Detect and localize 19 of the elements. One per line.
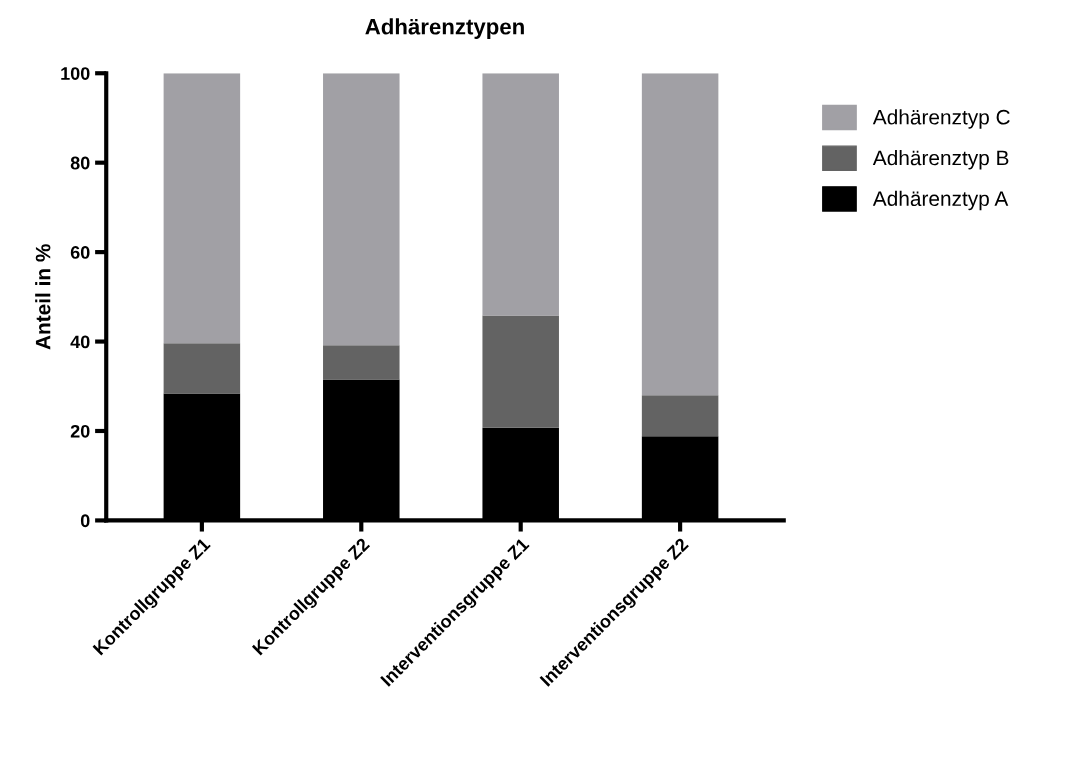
y-tick-label: 80: [70, 156, 90, 170]
bar: [482, 73, 559, 316]
bar: [641, 73, 719, 396]
y-tick-label: 0: [80, 514, 90, 528]
y-tick-label: 40: [70, 335, 90, 349]
legend-label: Adhärenztyp A: [872, 190, 1009, 211]
bar: [163, 343, 241, 394]
y-tick-label: 60: [70, 246, 90, 259]
y-tick-label: 100: [61, 67, 90, 80]
bar: [323, 73, 400, 346]
bar: [323, 345, 400, 380]
legend-label: Adhärenztyp B: [872, 150, 1009, 170]
bar: [641, 395, 719, 437]
legend-label: Adhärenztyp C: [872, 109, 1010, 129]
chart-title: Adhärenztypen: [365, 18, 524, 39]
bar: [163, 73, 241, 344]
bar: [482, 315, 559, 428]
y-tick-label: 20: [70, 424, 90, 438]
y-axis-title: Anteil in %: [35, 244, 51, 350]
